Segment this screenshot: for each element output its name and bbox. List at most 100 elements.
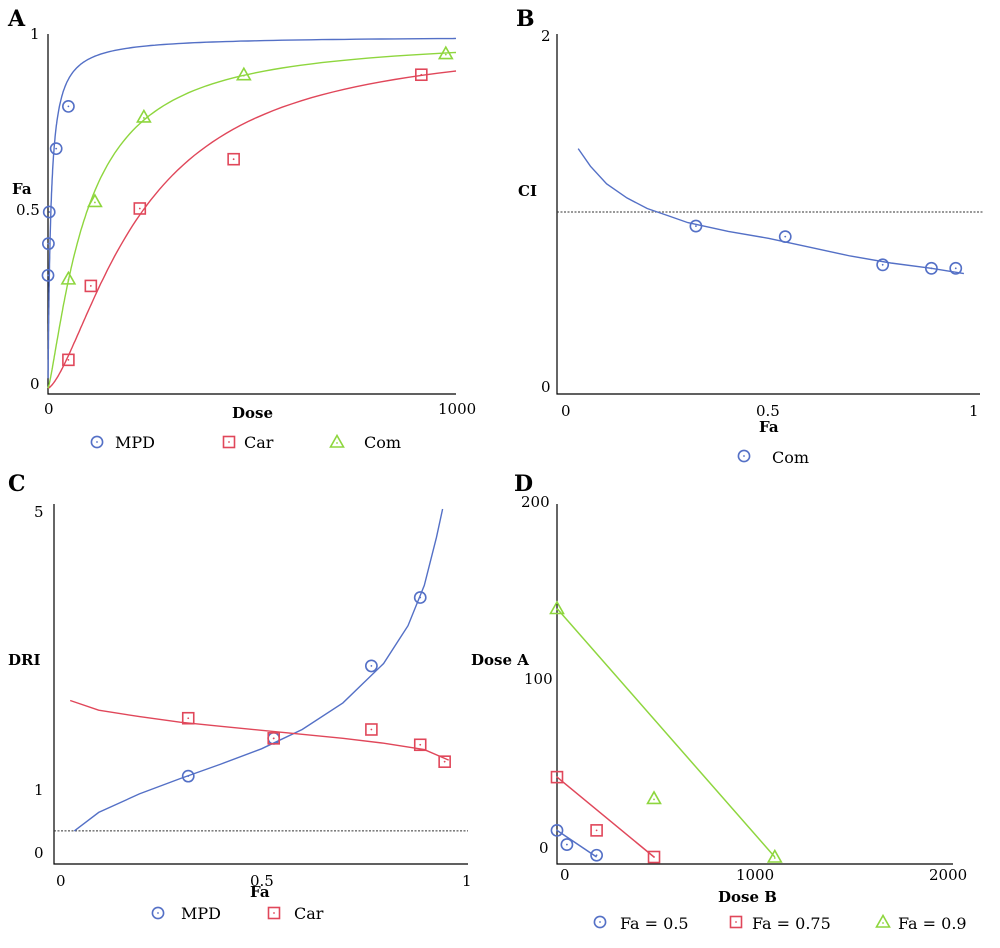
panel-d-legend-fa09-marker xyxy=(875,913,891,928)
panel-d-point-2-2-shape xyxy=(766,848,783,863)
panel-d-legend-marker-2-shape xyxy=(875,913,891,928)
panel-a-legend-marker-2 xyxy=(329,433,345,448)
panel-c: 5 1 0 0 0.5 1 DRI Fa MPD Car xyxy=(8,503,472,923)
panel-b-point-0-shape xyxy=(689,219,703,233)
panel-a-point-1-0-dot xyxy=(67,358,70,361)
panel-d-point-1-1 xyxy=(590,824,603,837)
panel-a-point-0-1-dot xyxy=(47,242,50,245)
panel-a-axes xyxy=(47,34,456,395)
panel-a-point-1-3-shape xyxy=(227,152,240,166)
panel-d: 200 100 0 0 1000 2000 Dose A Dose B Fa =… xyxy=(471,493,967,933)
panel-d-point-2-2-dot xyxy=(773,857,776,859)
panel-c-ytick-0: 0 xyxy=(34,844,44,862)
panel-b-point-2-shape xyxy=(876,258,890,272)
panel-d-xlabel: Dose B xyxy=(718,888,777,906)
panel-b-curve xyxy=(577,148,965,275)
panel-a-legend-marker-0-shape xyxy=(90,435,104,449)
panel-a-point-2-0-dot xyxy=(67,278,70,281)
panel-a-point-1-4-dot xyxy=(420,73,423,76)
panel-b-point-3 xyxy=(925,261,938,275)
panel-b-point-1-shape xyxy=(778,230,792,244)
panel-b-ylabel: CI xyxy=(518,182,537,200)
panel-b-axes xyxy=(556,34,980,395)
panel-d-legend-marker-0 xyxy=(593,915,607,929)
panel-a-point-0-4-shape xyxy=(62,100,75,113)
panel-a-point-1-3 xyxy=(227,152,240,166)
panel-a-xlabel: Dose xyxy=(232,404,273,422)
panel-a-point-2-4 xyxy=(437,45,454,60)
panel-c-point-0-3-dot xyxy=(419,596,422,599)
panel-a-legend-marker-0 xyxy=(90,435,104,449)
panel-d-point-1-2 xyxy=(647,850,661,864)
panel-b-point-4-shape xyxy=(949,261,963,275)
panel-d-point-0-0-dot xyxy=(556,829,558,832)
panel-d-legend-marker-0-shape xyxy=(593,915,607,929)
panel-a-point-2-1 xyxy=(87,193,103,208)
panel-d-point-2-0-dot xyxy=(556,608,558,611)
panel-a-letter: A xyxy=(7,6,26,32)
panel-c-point-1-1-dot xyxy=(272,737,275,740)
panel-d-point-1-1-dot xyxy=(595,829,598,832)
panel-a-point-1-4 xyxy=(415,68,428,82)
panel-a-point-2-4-shape xyxy=(437,45,454,60)
panel-a-legend-marker-2-shape xyxy=(329,433,345,448)
panel-b-xtick-1: 1 xyxy=(969,402,979,420)
panel-d-point-1-2-shape xyxy=(647,850,661,864)
panel-a-point-0-2-shape xyxy=(42,205,56,219)
panel-a: 1 0.5 0 0 1000 Fa Dose MPD Car Com xyxy=(12,25,476,452)
panel-c-point-1-1 xyxy=(267,732,281,745)
panel-a-point-2-1-shape xyxy=(87,193,103,208)
panel-a-point-2-2-shape xyxy=(136,108,152,123)
panel-a-curve-0 xyxy=(47,37,457,379)
panel-a-legend-car: Car xyxy=(244,433,274,452)
panel-d-legend-marker-1 xyxy=(729,915,743,929)
panel-d-point-0-0-shape xyxy=(550,823,564,837)
panel-d-legend-marker-1-shape xyxy=(729,915,743,929)
panel-c-legend-car: Car xyxy=(294,904,324,923)
panel-d-point-2-0-shape xyxy=(549,600,565,615)
panel-b-ytick-2: 2 xyxy=(541,27,551,45)
panel-a-point-2-3-shape xyxy=(235,66,252,81)
panel-a-point-1-2-shape xyxy=(133,202,147,215)
panel-a-point-1-1 xyxy=(84,279,98,293)
panel-d-legend-marker-1-dot xyxy=(735,921,737,923)
panel-c-point-0-3 xyxy=(413,591,427,604)
panel-d-point-0-2-shape xyxy=(590,848,603,862)
panel-a-point-0-4 xyxy=(62,100,75,113)
panel-a-point-0-2-dot xyxy=(48,211,51,213)
panel-d-legend-fa075-marker xyxy=(729,915,743,929)
panel-d-ytick-100: 100 xyxy=(524,670,553,688)
panel-b-legend-com-marker xyxy=(737,449,751,463)
panel-d-axes xyxy=(556,504,953,865)
panel-b-point-3-shape xyxy=(925,261,938,275)
panel-d-ytick-200: 200 xyxy=(521,493,550,511)
panel-a-legend-mpd: MPD xyxy=(115,433,155,452)
panel-a-ytick-05: 0.5 xyxy=(16,201,40,219)
panel-c-letter: C xyxy=(8,471,26,497)
panel-a-point-2-1-dot xyxy=(94,201,96,204)
panel-b-point-0-dot xyxy=(695,225,697,227)
panel-a-ylabel: Fa xyxy=(12,180,32,198)
panel-a-point-1-1-dot xyxy=(89,285,92,287)
panel-d-point-2-2 xyxy=(766,848,783,863)
panel-a-point-2-4-dot xyxy=(444,53,447,56)
panel-b-legend-marker xyxy=(737,449,751,463)
panel-b-legend-marker-shape xyxy=(737,449,751,463)
panel-c-xlabel: Fa xyxy=(250,883,270,901)
panel-a-legend-marker-1-dot xyxy=(228,441,230,443)
panel-d-line-2 xyxy=(556,608,776,858)
panel-c-point-0-2-shape xyxy=(364,659,378,673)
panel-d-ytick-0: 0 xyxy=(539,839,549,857)
panel-c-legend-marker-1 xyxy=(267,906,281,920)
panel-d-legend-fa075: Fa = 0.75 xyxy=(752,914,831,933)
panel-b-xlabel: Fa xyxy=(759,418,779,436)
panel-c-point-1-2-shape xyxy=(365,723,378,736)
panel-d-point-2-0 xyxy=(549,600,565,615)
panel-a-ytick-1: 1 xyxy=(30,25,40,43)
panel-a-legend-marker-2-dot xyxy=(336,442,338,444)
panel-d-line-0 xyxy=(556,829,598,858)
panel-d-ylabel: Dose A xyxy=(471,651,529,669)
panel-a-curve-2 xyxy=(47,51,457,389)
panel-a-point-1-3-dot xyxy=(232,158,235,161)
panel-b: 2 0 0 0.5 1 CI Fa Com xyxy=(518,27,983,467)
